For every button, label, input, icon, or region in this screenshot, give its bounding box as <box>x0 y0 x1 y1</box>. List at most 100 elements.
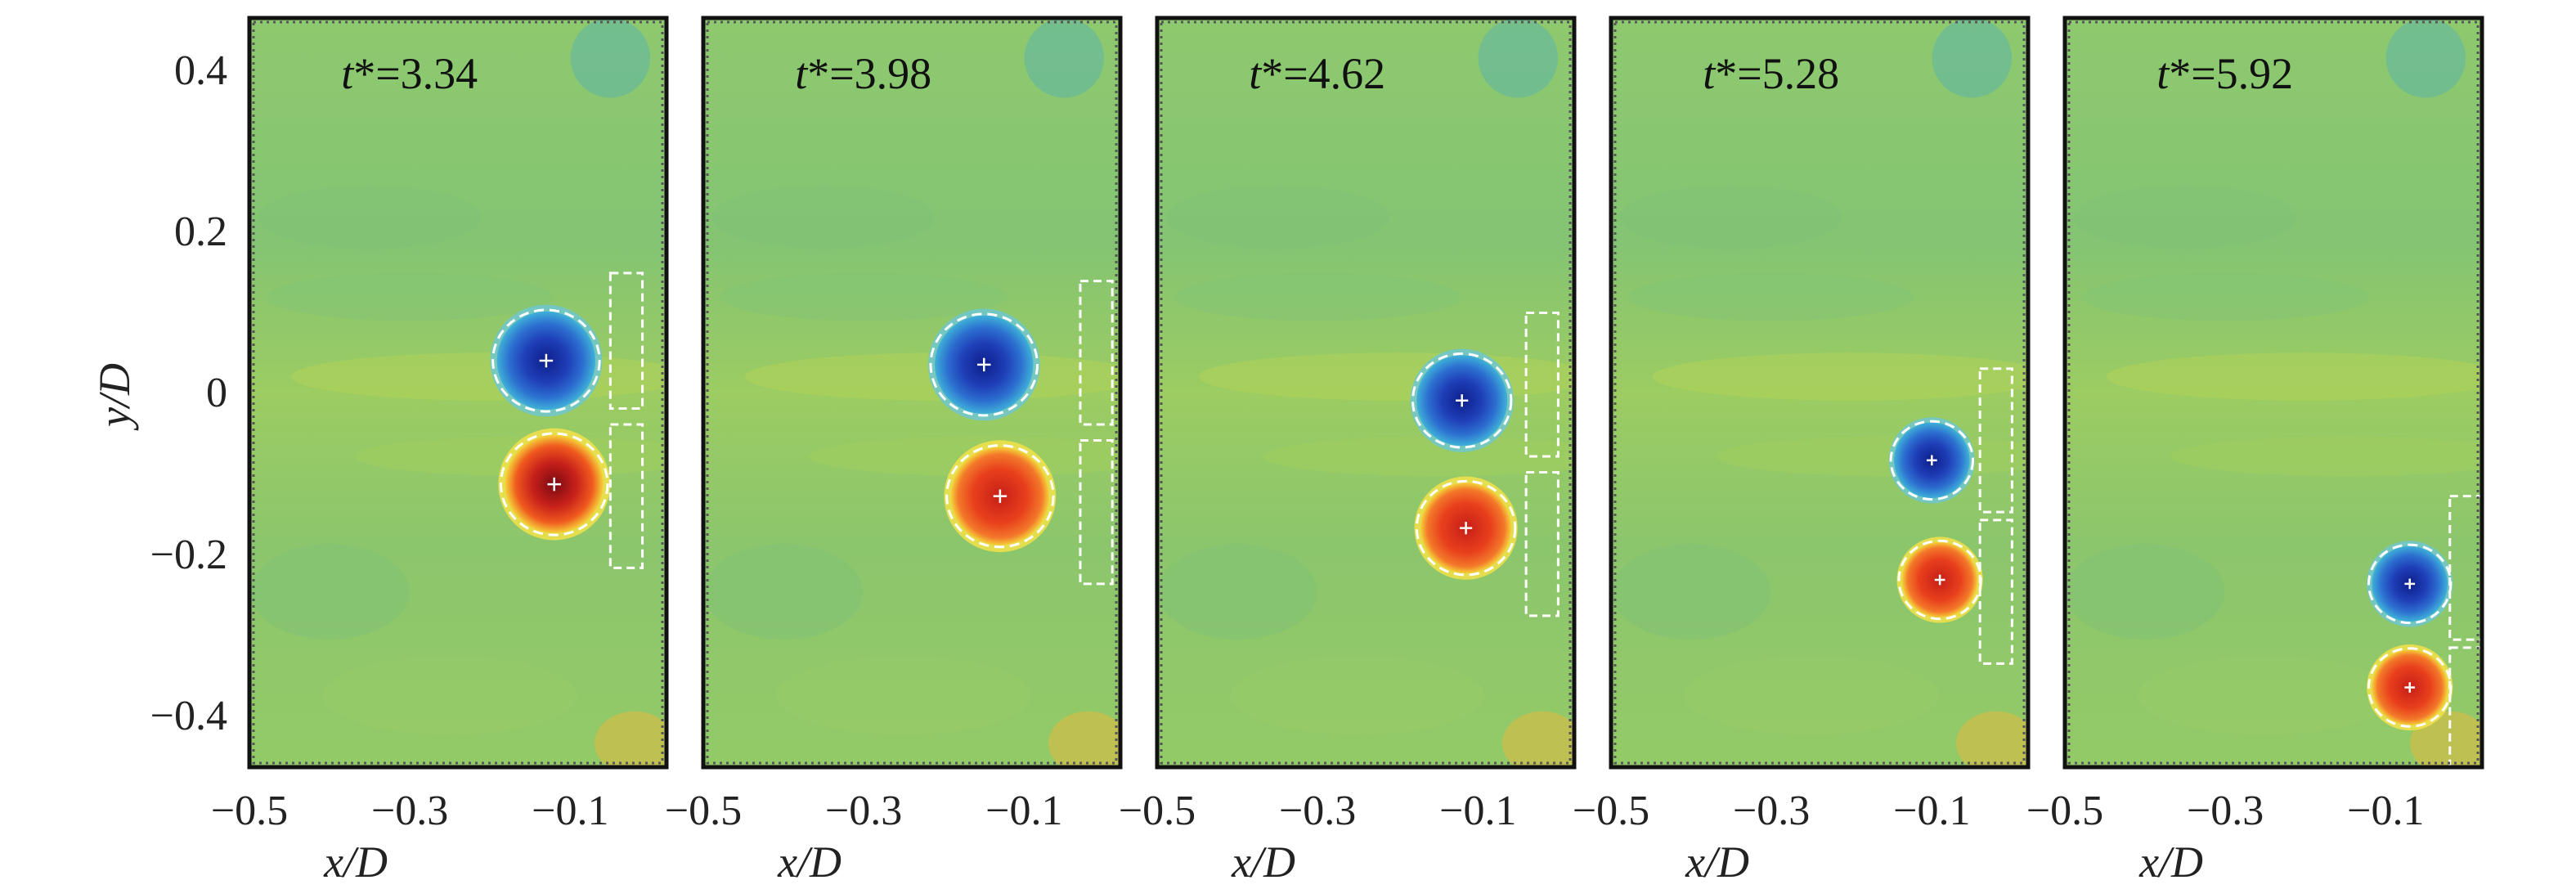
time-label: t*=5.28 <box>1703 49 1839 98</box>
x-axis-title: x/D <box>1685 837 1749 887</box>
x-axis-title: x/D <box>777 837 841 887</box>
field-patch <box>2081 272 2369 321</box>
time-symbol: t <box>1703 49 1717 98</box>
x-tick-label: −0.1 <box>985 788 1062 834</box>
panel-frame-ticks <box>1613 20 2026 765</box>
y-tick-label: −0.4 <box>150 693 227 739</box>
x-tick-label: −0.3 <box>2187 788 2264 834</box>
x-tick-label: −0.5 <box>665 788 742 834</box>
field-patch <box>1478 18 1559 98</box>
field-patch <box>2138 655 2394 736</box>
vortex-outline <box>1889 420 1974 501</box>
control-box <box>1079 280 1114 426</box>
field-patch <box>1262 436 1574 477</box>
vortex-outline <box>499 432 609 537</box>
y-axis-title: y/D <box>90 363 139 431</box>
field-patch <box>249 544 410 640</box>
field-patch <box>711 185 936 249</box>
field-layer <box>2065 18 2576 767</box>
y-axis: 0.4 0.2 0 −0.2 −0.4 y/D <box>90 47 227 739</box>
time-value: *=4.62 <box>1261 49 1385 98</box>
field-patch <box>776 655 1032 736</box>
x-tick-label: −0.1 <box>1439 788 1516 834</box>
x-tick-label: −0.3 <box>825 788 902 834</box>
heatmap-panel: t*=3.98 −0.5 −0.3 −0.1 x/D <box>665 16 1123 887</box>
control-box <box>1524 312 1560 458</box>
control-box <box>608 272 644 410</box>
time-value: *=5.28 <box>1715 49 1839 98</box>
field-patch <box>1502 711 1574 767</box>
field-patch <box>2506 82 2576 146</box>
time-value: *=3.34 <box>353 49 478 98</box>
panel-frame <box>1155 16 1577 770</box>
panel-frame <box>2062 16 2484 770</box>
vortex-outline <box>491 308 601 413</box>
time-symbol: t <box>795 49 809 98</box>
y-tick-label: 0 <box>206 370 227 416</box>
field-patch <box>258 185 482 249</box>
x-tick-label: −0.1 <box>532 788 608 834</box>
x-tick-label: −0.1 <box>2347 788 2424 834</box>
x-axis-title: x/D <box>2138 837 2203 887</box>
vorticity-field <box>249 18 666 767</box>
field-layer <box>1157 18 1574 767</box>
panel-frame-ticks <box>2067 20 2480 765</box>
x-axis-title: x/D <box>323 837 388 887</box>
field-patch <box>1684 655 1940 736</box>
field-patch <box>720 272 1008 321</box>
field-patch <box>1024 18 1105 98</box>
time-symbol: t <box>2156 49 2170 98</box>
time-symbol: t <box>1249 49 1263 98</box>
vorticity-field <box>2065 18 2482 767</box>
control-box <box>1978 367 2013 514</box>
time-label: t*=3.98 <box>795 49 931 98</box>
time-value: *=5.92 <box>2169 49 2293 98</box>
field-patch <box>1048 711 1120 767</box>
x-tick-label: −0.1 <box>1893 788 1970 834</box>
heatmap-panel: t*=3.34 −0.5 −0.3 −0.1 x/D <box>211 16 669 887</box>
control-box <box>2448 495 2482 641</box>
y-tick-label: 0.4 <box>174 47 227 94</box>
x-axis-title: x/D <box>1231 837 1295 887</box>
field-patch <box>2385 18 2466 98</box>
field-layer <box>1611 18 2028 767</box>
x-tick-label: −0.5 <box>1573 788 1649 834</box>
heatmap-panel: t*=4.62 −0.5 −0.3 −0.1 x/D <box>1119 16 1577 887</box>
control-box <box>2448 646 2482 767</box>
field-patch <box>322 655 578 736</box>
x-tick-label: −0.3 <box>1733 788 1810 834</box>
field-patch <box>266 272 554 321</box>
field-patch <box>2106 352 2482 401</box>
panel-frame <box>247 16 669 770</box>
field-patch <box>1956 711 2028 767</box>
x-tick-label: −0.5 <box>2026 788 2103 834</box>
control-box <box>608 423 644 569</box>
field-patch <box>1932 18 2013 98</box>
field-patch <box>1619 185 1843 249</box>
field-patch <box>2170 436 2482 477</box>
time-symbol: t <box>341 49 355 98</box>
control-box <box>1524 470 1560 617</box>
time-label: t*=5.92 <box>2156 49 2293 98</box>
panel-frame <box>701 16 1123 770</box>
field-patch <box>2065 544 2225 640</box>
heatmap-panel: t*=5.28 −0.5 −0.3 −0.1 x/D <box>1573 16 2031 887</box>
panels: t*=3.34−0.5 −0.3 −0.1x/Dt*=3.98−0.5 −0.3 −0.… <box>211 16 2576 887</box>
heatmap-panel: t*=5.92 −0.5 −0.3 −0.1 x/D <box>2026 16 2576 887</box>
field-patch <box>290 352 666 401</box>
vorticity-field <box>1611 18 2028 767</box>
field-layer <box>703 18 1120 767</box>
y-tick-label: −0.2 <box>150 532 227 578</box>
vortex-outline <box>1411 352 1513 449</box>
field-patch <box>1652 352 2028 401</box>
field-patch <box>1165 185 1389 249</box>
vorticity-field <box>703 18 1120 767</box>
field-patch <box>595 711 666 767</box>
field-patch <box>1611 544 1771 640</box>
panel-frame-ticks <box>706 20 1118 765</box>
x-tick-label: −0.5 <box>211 788 288 834</box>
vortex-outline <box>945 444 1055 549</box>
x-tick-label: −0.3 <box>1279 788 1356 834</box>
field-patch <box>1174 272 1461 321</box>
